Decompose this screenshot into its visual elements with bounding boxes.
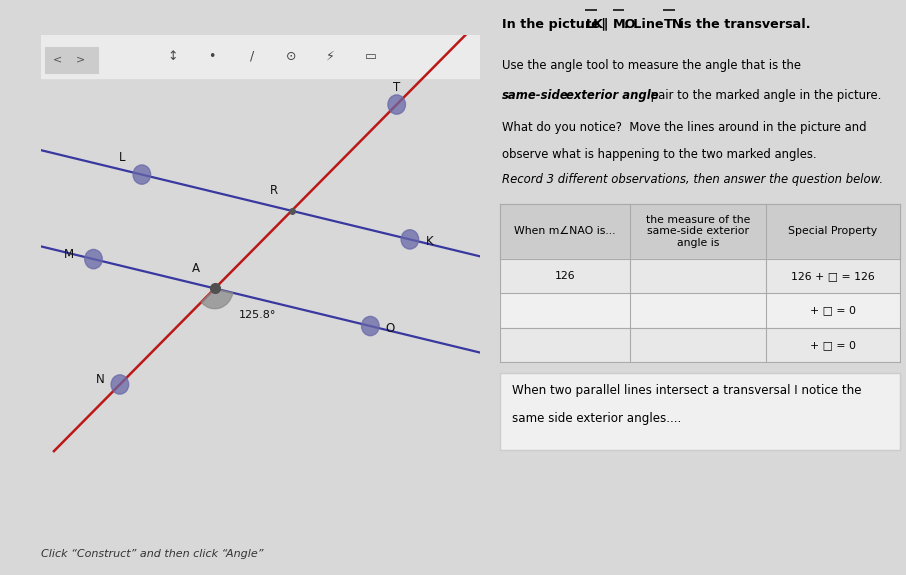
Text: exterior angle: exterior angle	[566, 89, 659, 102]
Text: When two parallel lines intersect a transversal I notice the: When two parallel lines intersect a tran…	[512, 384, 862, 397]
Bar	[500, 328, 900, 362]
Text: 126: 126	[554, 271, 575, 281]
Text: Special Property: Special Property	[788, 227, 877, 236]
Text: /: /	[249, 49, 254, 63]
Circle shape	[133, 165, 150, 184]
Text: K: K	[426, 235, 433, 248]
Circle shape	[85, 250, 102, 269]
Text: observe what is happening to the two marked angles.: observe what is happening to the two mar…	[502, 148, 816, 162]
Text: . Line: . Line	[624, 18, 669, 30]
Text: pair to the marked angle in the picture.: pair to the marked angle in the picture.	[647, 89, 882, 102]
Bar	[45, 47, 98, 73]
Text: In the picture: In the picture	[502, 18, 604, 30]
Circle shape	[388, 95, 406, 114]
Circle shape	[401, 230, 419, 249]
Text: O: O	[385, 322, 395, 335]
Text: Use the angle tool to measure the angle that is the: Use the angle tool to measure the angle …	[502, 59, 805, 72]
Text: <: <	[53, 55, 63, 64]
Text: TN: TN	[663, 18, 683, 30]
Text: Record 3 different observations, then answer the question below.: Record 3 different observations, then an…	[502, 172, 883, 186]
Bar	[500, 204, 900, 362]
Text: ⊙: ⊙	[286, 49, 296, 63]
Text: + □ = 0: + □ = 0	[810, 305, 856, 316]
FancyBboxPatch shape	[500, 373, 900, 450]
Bar	[500, 259, 900, 293]
Text: What do you notice?  Move the lines around in the picture and: What do you notice? Move the lines aroun…	[502, 121, 866, 134]
Wedge shape	[201, 289, 233, 309]
Bar	[500, 204, 900, 259]
Text: LK: LK	[585, 18, 603, 30]
Text: ∥: ∥	[597, 18, 612, 30]
Text: 126 + □ = 126: 126 + □ = 126	[791, 271, 874, 281]
Text: + □ = 0: + □ = 0	[810, 340, 856, 350]
Text: When m∠NAO is...: When m∠NAO is...	[514, 227, 616, 236]
Text: >: >	[76, 55, 85, 64]
Text: •: •	[208, 49, 216, 63]
Text: is the transversal.: is the transversal.	[675, 18, 810, 30]
Text: MO: MO	[613, 18, 637, 30]
Text: ⚡: ⚡	[326, 49, 335, 63]
Text: ▭: ▭	[364, 49, 376, 63]
Text: T: T	[393, 81, 400, 94]
Text: A: A	[192, 262, 200, 275]
Text: 125.8°: 125.8°	[239, 310, 276, 320]
Text: R: R	[270, 184, 278, 197]
Text: ↕: ↕	[168, 49, 178, 63]
Bar	[500, 293, 900, 328]
Circle shape	[111, 375, 129, 394]
Text: Click “Construct” and then click “Angle”: Click “Construct” and then click “Angle”	[41, 549, 264, 559]
Bar	[41, 34, 480, 78]
Text: N: N	[96, 373, 104, 386]
Text: M: M	[64, 248, 74, 261]
Text: same side exterior angles....: same side exterior angles....	[512, 412, 681, 425]
Circle shape	[361, 316, 379, 336]
Text: same-side: same-side	[502, 89, 569, 102]
Text: the measure of the
same-side exterior
angle is: the measure of the same-side exterior an…	[646, 215, 750, 248]
Text: L: L	[119, 151, 125, 164]
